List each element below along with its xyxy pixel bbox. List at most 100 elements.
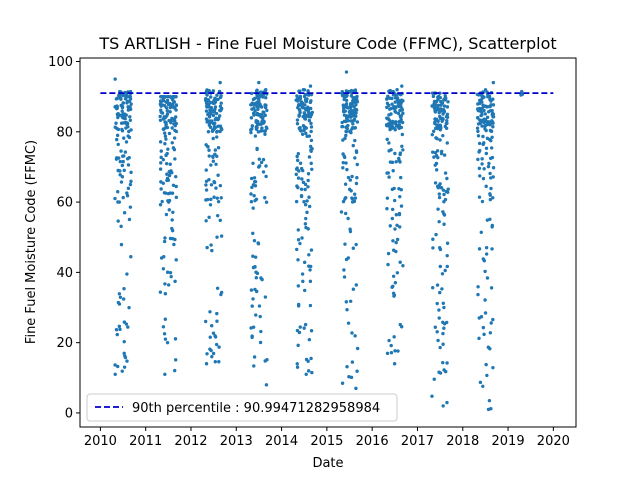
data-point <box>309 161 313 166</box>
data-point <box>295 362 299 366</box>
data-point <box>125 359 129 363</box>
y-tick-label: 80 <box>56 125 73 140</box>
data-point <box>432 377 436 381</box>
data-point <box>348 227 352 231</box>
x-axis: 2010 2011 2012 2013 2014 2015 2016 2017 2018 2019… <box>84 427 570 449</box>
data-point <box>430 394 434 398</box>
data-point <box>211 89 216 93</box>
data-point <box>209 348 213 353</box>
data-point <box>122 136 126 140</box>
data-point <box>174 195 179 200</box>
data-point <box>114 121 118 125</box>
data-point <box>438 138 442 142</box>
data-point <box>129 179 133 184</box>
data-point <box>167 131 172 136</box>
data-point <box>476 285 480 289</box>
data-point <box>306 107 311 111</box>
data-point <box>207 178 211 182</box>
data-point <box>398 322 402 327</box>
data-point <box>446 187 450 191</box>
data-point <box>484 146 489 150</box>
data-point <box>256 241 260 245</box>
data-point <box>434 168 439 172</box>
data-point <box>442 305 446 310</box>
data-point <box>346 106 351 110</box>
data-point <box>120 369 124 373</box>
data-point <box>215 286 220 290</box>
data-point <box>345 167 349 172</box>
data-point <box>479 93 484 97</box>
data-point <box>476 157 480 162</box>
data-point <box>264 125 269 129</box>
data-point <box>519 93 523 97</box>
data-point <box>387 118 392 122</box>
data-point <box>216 116 221 121</box>
data-point <box>485 373 489 378</box>
data-point <box>392 335 396 339</box>
data-point <box>249 128 253 132</box>
data-point <box>257 164 262 168</box>
data-point <box>121 195 125 200</box>
data-point <box>120 163 125 168</box>
data-point <box>174 108 178 112</box>
data-point <box>348 299 353 303</box>
data-point <box>122 339 126 344</box>
data-point <box>387 175 391 179</box>
data-point <box>443 124 447 129</box>
data-point <box>253 255 258 259</box>
data-point <box>307 110 311 115</box>
data-point <box>385 97 389 101</box>
data-point <box>213 117 217 122</box>
data-point <box>261 110 266 115</box>
data-point <box>480 124 484 128</box>
data-point <box>479 315 484 319</box>
data-point <box>442 110 446 114</box>
data-point <box>386 251 391 256</box>
data-point <box>478 118 482 122</box>
data-point <box>251 254 255 258</box>
data-point <box>249 326 253 330</box>
data-point <box>353 88 358 92</box>
data-point <box>441 133 445 138</box>
data-point <box>218 80 222 85</box>
data-point <box>117 324 122 329</box>
data-point <box>434 136 438 140</box>
data-point <box>399 188 403 192</box>
data-point <box>393 349 397 353</box>
data-point <box>347 374 351 379</box>
data-point <box>125 272 129 276</box>
data-point <box>167 173 172 178</box>
data-point <box>302 111 306 115</box>
data-point <box>174 258 178 262</box>
data-point <box>441 188 446 192</box>
data-point <box>263 89 267 93</box>
data-point <box>297 169 301 173</box>
data-point <box>304 357 309 362</box>
data-point <box>165 125 170 130</box>
data-point <box>206 197 210 202</box>
data-point <box>394 249 398 254</box>
data-point <box>164 153 168 158</box>
data-point <box>491 125 495 129</box>
data-point <box>253 179 258 184</box>
data-point <box>204 109 209 113</box>
data-point <box>217 345 221 349</box>
data-point <box>214 186 218 190</box>
data-point <box>204 168 208 172</box>
data-point <box>128 115 132 119</box>
data-point <box>392 293 397 297</box>
data-point <box>388 224 392 228</box>
data-point <box>487 398 492 403</box>
data-point <box>438 371 443 375</box>
data-point <box>164 106 169 110</box>
data-point <box>341 160 345 165</box>
data-point <box>396 111 401 116</box>
data-point <box>491 165 496 170</box>
data-point <box>491 115 495 119</box>
data-point <box>297 113 301 118</box>
data-point <box>299 100 304 104</box>
data-point <box>477 166 482 171</box>
data-point <box>340 381 345 385</box>
data-point <box>346 123 350 128</box>
